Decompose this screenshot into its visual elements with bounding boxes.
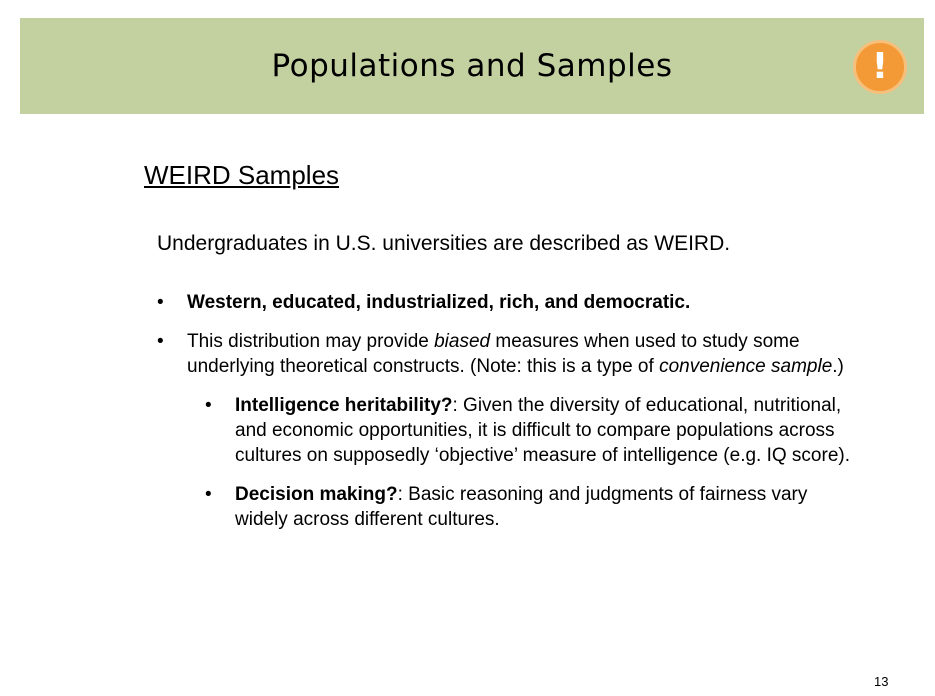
section-title: WEIRD Samples — [144, 160, 340, 190]
bullet-italic-biased: biased — [434, 331, 491, 352]
sub-bullet-heading: Intelligence heritability? — [235, 395, 453, 416]
bullet-text-part: .) — [832, 356, 844, 377]
title-bar: Populations and Samples ! — [20, 18, 924, 114]
bullet-italic-convenience: convenience sample — [659, 356, 833, 377]
sub-bullet-list: Intelligence heritability?: Given the di… — [205, 393, 857, 532]
intro-text: Undergraduates in U.S. universities are … — [157, 232, 731, 255]
exclamation-icon: ! — [853, 40, 907, 94]
bullet-weird-definition: Western, educated, industrialized, rich,… — [157, 290, 857, 315]
sub-bullet-intelligence: Intelligence heritability?: Given the di… — [205, 393, 857, 468]
bullet-list: Western, educated, industrialized, rich,… — [157, 290, 857, 546]
sub-bullet-decision: Decision making?: Basic reasoning and ju… — [205, 482, 857, 532]
page-number: 13 — [874, 674, 889, 689]
slide-title: Populations and Samples — [271, 48, 673, 84]
bullet-text-part: measures when used to study some underly… — [187, 331, 800, 377]
sub-bullet-heading: Decision making? — [235, 484, 398, 505]
bullet-biased-measures: This distribution may provide biased mea… — [157, 329, 857, 532]
sub-bullet-text: : Basic reasoning and judgments of fairn… — [235, 484, 808, 530]
bullet-weird-definition-text: Western, educated, industrialized, rich,… — [187, 292, 691, 313]
bullet-text-part: This distribution may provide — [187, 331, 435, 352]
sub-bullet-text: : Given the diversity of educational, nu… — [235, 395, 850, 466]
